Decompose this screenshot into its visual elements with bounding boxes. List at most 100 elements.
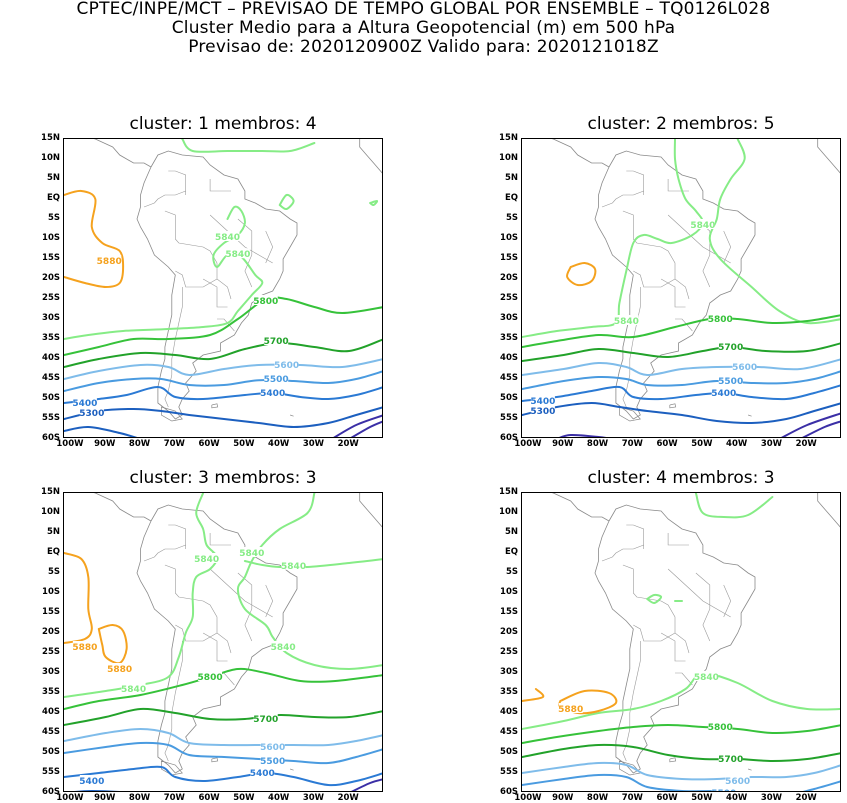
lat-tick-label: 50S [500,747,518,757]
lon-tick-label: 90W [94,793,116,803]
island-outline [669,403,677,409]
contour-label: 5400 [79,777,104,787]
lat-tick-label: 30S [42,667,60,677]
contour-low [350,420,382,437]
lon-tick-label: 100W [56,439,84,449]
contour-5880 [64,552,93,644]
country-border [601,190,644,208]
lat-tick-label: 10N [41,153,60,163]
contour-low [559,433,607,437]
contour-label: 5700 [253,715,278,725]
country-border [265,584,274,618]
lon-tick-label: 70W [163,793,185,803]
country-border [265,230,274,264]
south-america-coastline [594,504,756,774]
contour-label-bg [725,775,750,785]
contour-5840 [64,493,219,698]
contour-5840 [522,671,840,730]
contour-label: 5300 [79,409,104,419]
contour-label-bg [250,767,275,777]
lon-tick-label: 60W [198,439,220,449]
lat-tick-label: 5S [505,213,518,223]
lon-tick-label: 80W [586,439,609,449]
lon-tick-label: 90W [94,439,116,449]
contour-low [802,420,840,437]
contour-label-bg [225,248,250,259]
contour-5600 [522,358,840,377]
country-border [660,632,686,662]
contour-5840 [64,205,264,340]
contour-label-bg [274,359,299,369]
central-america-coastline [93,493,152,522]
contour-5600 [522,761,840,781]
lat-tick-label: 15S [500,607,518,617]
country-border [202,632,228,662]
lon-tick-label: 60W [198,793,220,803]
country-border [143,544,186,562]
lat-tick-label: 15N [499,133,518,143]
contour-label: 5840 [690,221,715,231]
contour-label-bg [530,405,555,415]
lon-tick-label: 100W [514,793,542,803]
country-border [202,278,228,308]
lat-tick-label: 30S [42,313,60,323]
country-border [164,564,232,654]
lat-tick-label: 10S [42,233,60,243]
contour-label-bg [79,407,104,417]
contour-label-bg [708,313,733,323]
contour-label-bg [711,387,736,397]
contour-label-bg [194,553,219,563]
country-border [633,624,676,642]
contour-label: 5800 [708,315,733,325]
contour-5600 [64,358,382,380]
country-border [622,287,641,408]
header: CPTEC/INPE/MCT – PREVISAO DE TEMPO GLOBA… [0,0,847,57]
lon-tick-label: 60W [656,793,678,803]
country-border [622,641,641,762]
lat-tick-label: 10S [500,233,518,243]
contour-label-bg [732,361,757,371]
contour-5300 [74,790,120,791]
contour-label-bg [163,791,187,792]
contour-label-bg [215,231,240,241]
contour-label: 5840 [239,549,264,559]
contour-5700 [522,342,840,362]
contour-label: 5400 [530,397,555,407]
south-america-coastline [136,150,298,420]
lat-tick-label: 5N [46,173,60,183]
contour-5700 [64,707,382,726]
panel-title: cluster: 1 membros: 4 [129,114,317,134]
lat-tick-label: 55S [42,413,60,423]
contour-label-bg [558,703,583,713]
contour-label-bg [260,387,285,397]
contour-label: 5500 [264,375,289,385]
africa-coastline [359,139,382,174]
lat-tick-label: 30S [500,667,518,677]
lat-tick-label: 5S [47,567,60,577]
map-frame: 5840 5840 5800 5700 5600 5500 5400 5400 5300 [521,138,841,438]
lat-tick-label: 60S [500,787,518,797]
lat-tick-label: 25S [42,647,60,657]
contour-label: 5840 [225,250,250,260]
lon-tick-label: 80W [586,793,609,803]
contour-label-bg [694,671,719,681]
contour-label: 5880 [107,665,132,675]
contour-label-bg [79,775,104,785]
contour-label-bg [690,219,715,229]
contour-label: 5500 [711,789,736,792]
lat-tick-label: 45S [42,727,60,737]
contour-5600 [64,728,382,747]
lat-tick-label: 40S [500,707,518,717]
lat-tick-label: EQ [504,193,518,203]
contour-label: 5500 [260,757,285,767]
contour-5500 [522,370,840,390]
africa-coastline [817,139,840,174]
lat-tick-label: 40S [42,707,60,717]
country-border [143,190,186,208]
contour-label: 5600 [732,363,757,373]
contour-label: 5840 [281,562,306,572]
contour-5880 [522,688,545,702]
country-border [164,641,183,762]
lon-tick-label: 30W [760,793,783,803]
lat-tick-label: 50S [42,393,60,403]
